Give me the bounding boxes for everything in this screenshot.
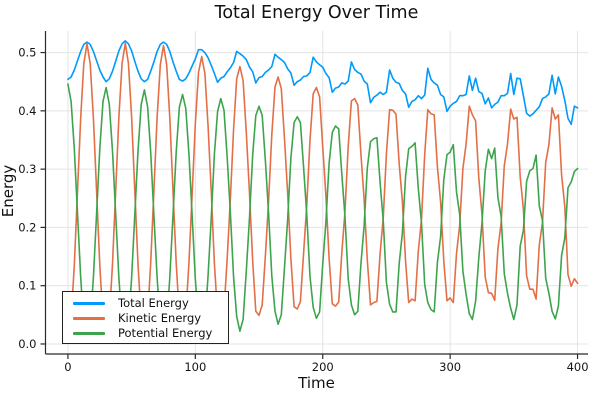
legend-label-kinetic: Kinetic Energy <box>118 310 202 325</box>
y-axis-label: Energy <box>0 164 17 218</box>
svg-text:0.3: 0.3 <box>18 162 36 176</box>
legend-line-swatch-total <box>73 302 105 305</box>
legend-item-potential: Potential Energy <box>73 326 228 341</box>
legend-item-total: Total Energy <box>73 296 228 311</box>
legend-line-swatch-potential <box>73 332 105 335</box>
svg-text:0.2: 0.2 <box>18 220 36 234</box>
svg-text:0.5: 0.5 <box>18 46 36 60</box>
legend-label-potential: Potential Energy <box>118 325 213 340</box>
svg-text:100: 100 <box>184 360 206 374</box>
legend-label-total: Total Energy <box>118 295 189 310</box>
legend-line-swatch-kinetic <box>73 317 105 320</box>
svg-text:0: 0 <box>64 360 71 374</box>
svg-text:0.0: 0.0 <box>18 337 36 351</box>
svg-text:0.4: 0.4 <box>18 104 36 118</box>
svg-text:400: 400 <box>567 360 589 374</box>
svg-text:0.1: 0.1 <box>18 279 36 293</box>
legend-item-kinetic: Kinetic Energy <box>73 311 228 326</box>
x-axis-label: Time <box>298 374 335 392</box>
svg-text:200: 200 <box>312 360 334 374</box>
svg-text:300: 300 <box>439 360 461 374</box>
chart-title: Total Energy Over Time <box>214 3 419 23</box>
legend-box: Total Energy Kinetic Energy Potential En… <box>62 291 229 344</box>
